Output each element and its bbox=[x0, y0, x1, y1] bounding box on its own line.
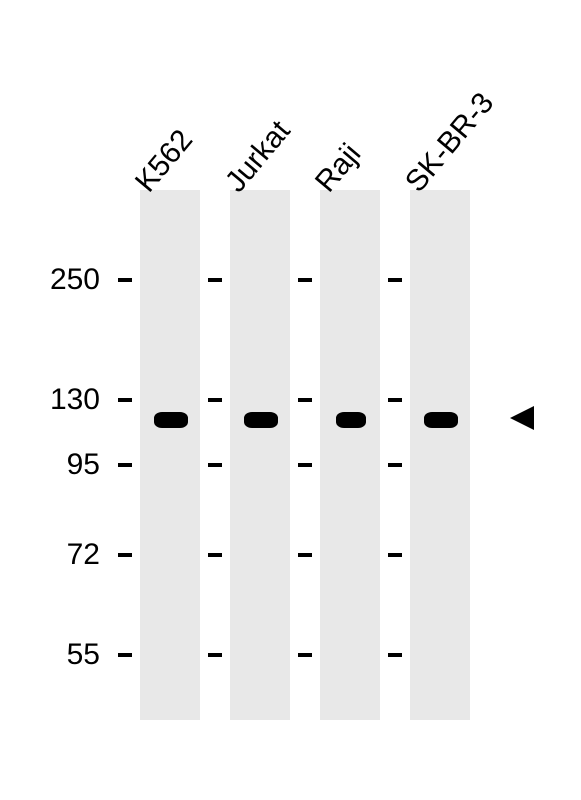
band-lane-0 bbox=[154, 412, 188, 428]
western-blot-figure: K562JurkatRajiSK-BR-3250130957255 bbox=[0, 0, 581, 800]
mw-tick-3-95 bbox=[388, 463, 402, 467]
mw-tick-1-95 bbox=[208, 463, 222, 467]
mw-label-250: 250 bbox=[40, 263, 100, 297]
lane-label-jurkat: Jurkat bbox=[219, 115, 298, 199]
mw-tick-1-72 bbox=[208, 553, 222, 557]
mw-tick-left-250 bbox=[118, 278, 132, 282]
band-lane-3 bbox=[424, 412, 458, 428]
mw-label-130: 130 bbox=[40, 383, 100, 417]
mw-tick-left-72 bbox=[118, 553, 132, 557]
lane-raji bbox=[320, 190, 380, 720]
mw-tick-left-130 bbox=[118, 398, 132, 402]
mw-tick-left-55 bbox=[118, 653, 132, 657]
mw-tick-left-95 bbox=[118, 463, 132, 467]
lane-jurkat bbox=[230, 190, 290, 720]
mw-tick-2-72 bbox=[298, 553, 312, 557]
mw-label-55: 55 bbox=[40, 638, 100, 672]
lane-label-sk-br-3: SK-BR-3 bbox=[399, 86, 501, 199]
mw-tick-3-250 bbox=[388, 278, 402, 282]
mw-label-72: 72 bbox=[40, 538, 100, 572]
mw-tick-3-55 bbox=[388, 653, 402, 657]
mw-tick-3-130 bbox=[388, 398, 402, 402]
mw-tick-2-130 bbox=[298, 398, 312, 402]
mw-tick-2-55 bbox=[298, 653, 312, 657]
band-lane-2 bbox=[336, 412, 366, 428]
lane-k562 bbox=[140, 190, 200, 720]
mw-tick-1-55 bbox=[208, 653, 222, 657]
mw-tick-2-95 bbox=[298, 463, 312, 467]
lane-label-k562: K562 bbox=[129, 123, 200, 199]
mw-tick-1-250 bbox=[208, 278, 222, 282]
band-lane-1 bbox=[244, 412, 278, 428]
mw-tick-2-250 bbox=[298, 278, 312, 282]
band-indicator-arrow bbox=[510, 406, 534, 430]
mw-tick-1-130 bbox=[208, 398, 222, 402]
lane-sk-br-3 bbox=[410, 190, 470, 720]
mw-label-95: 95 bbox=[40, 448, 100, 482]
mw-tick-3-72 bbox=[388, 553, 402, 557]
